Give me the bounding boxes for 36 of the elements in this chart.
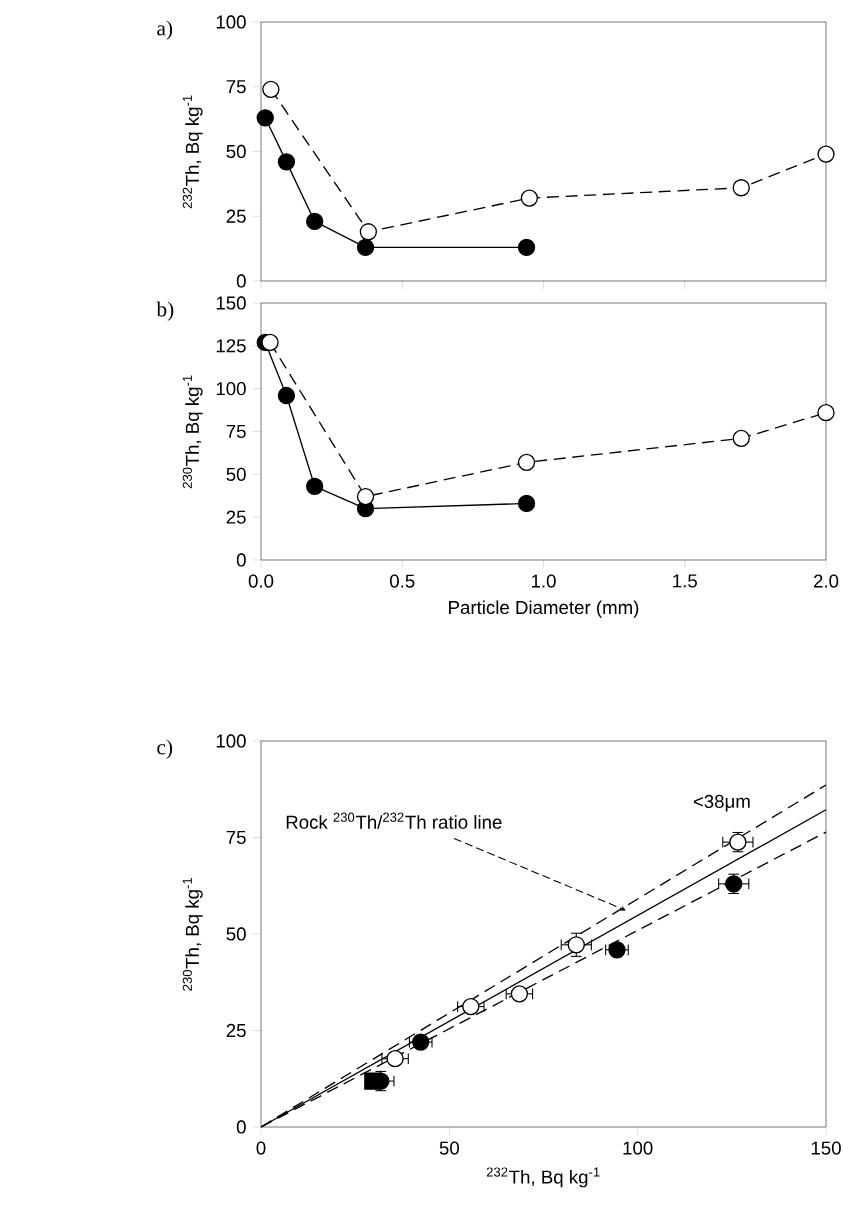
y-tick-label: 25 xyxy=(226,209,246,223)
x-axis-title: Particle Diameter (mm) xyxy=(449,600,639,618)
y-tick-label: 150 xyxy=(216,296,246,310)
x-tick-label: 0 xyxy=(256,1141,266,1155)
y-tick-label: 0 xyxy=(236,274,246,288)
x-tick-label: 50 xyxy=(439,1141,459,1155)
y-tick-label: 125 xyxy=(216,339,246,353)
y-axis-title: $^{230}$Th, Bq kg$^{-1}$ xyxy=(182,877,203,991)
x-tick-label: 100 xyxy=(623,1141,653,1155)
x-tick-label: 2.0 xyxy=(813,574,839,588)
y-tick-label: 75 xyxy=(226,830,246,845)
chart-title: b) xyxy=(156,301,174,321)
y-tick-label: 25 xyxy=(226,1023,246,1038)
x-axis-title: $^{232}$Th, Bq kg$^{-1}$ xyxy=(486,1167,600,1188)
x-tick-label: 1.0 xyxy=(531,574,556,588)
y-tick-label: 75 xyxy=(226,80,246,94)
y-tick-label: 25 xyxy=(226,510,246,524)
y-tick-label: 75 xyxy=(226,424,246,439)
x-tick-label: 0.5 xyxy=(390,574,415,588)
y-axis-title: $^{232}$Th, Bq kg$^{-1}$ xyxy=(182,95,203,209)
annotation: Rock $^{230}$Th/$^{232}$Th ratio line xyxy=(286,812,502,829)
x-tick-label: 1.5 xyxy=(673,574,697,588)
y-tick-label: 100 xyxy=(216,382,246,396)
y-tick-label: 50 xyxy=(226,467,246,481)
y-tick-label: 100 xyxy=(216,734,246,748)
annotation: <38μm xyxy=(693,794,750,812)
chart-title: a) xyxy=(157,20,173,40)
x-tick-label: 0.0 xyxy=(248,574,274,588)
y-tick-label: 100 xyxy=(216,15,246,29)
y-tick-label: 0 xyxy=(236,553,246,567)
y-tick-label: 50 xyxy=(226,927,246,941)
y-axis-title: $^{230}$Th, Bq kg$^{-1}$ xyxy=(182,375,203,489)
y-tick-label: 0 xyxy=(236,1120,246,1134)
y-tick-label: 50 xyxy=(226,144,246,159)
chart-title: c) xyxy=(157,739,173,759)
x-tick-label: 150 xyxy=(811,1141,841,1155)
